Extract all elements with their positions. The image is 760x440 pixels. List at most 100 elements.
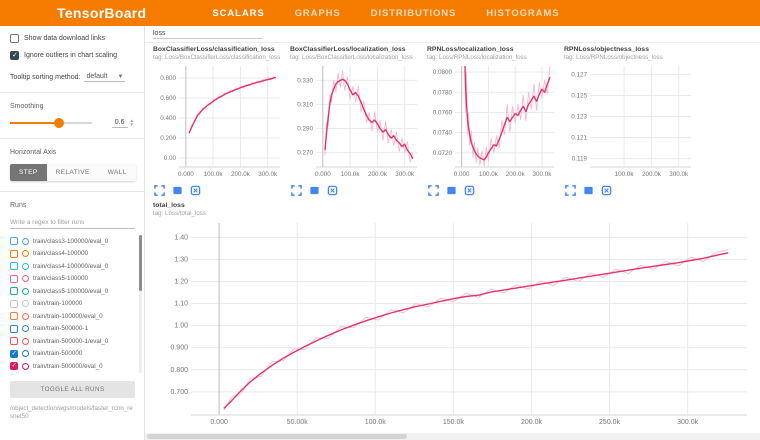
axis-relative-button[interactable]: RELATIVE: [46, 164, 99, 181]
run-name: train/class5-100000: [33, 275, 88, 283]
show-download-links-row[interactable]: Show data download links: [10, 34, 134, 43]
runs-scrollbar-thumb[interactable]: [139, 235, 142, 291]
fullscreen-icon[interactable]: [564, 184, 577, 197]
objectness-loss-chart[interactable]: 0.119 0.121 0.123 0.125 0.127 100.0k 200.0k 300…: [564, 62, 694, 181]
spinner-arrows-icon[interactable]: ▲ ▼: [129, 118, 134, 127]
box-localization-loss-chart[interactable]: 0.270 0.290 0.310 0.330 0.000 100.0k 200.0k 300…: [290, 62, 420, 181]
run-checkbox[interactable]: [10, 287, 18, 296]
horizontal-scrollbar[interactable]: [145, 433, 760, 440]
run-checkbox[interactable]: [10, 262, 18, 271]
pin-card-icon[interactable]: [326, 184, 339, 197]
svg-text:0.290: 0.290: [297, 126, 313, 133]
run-isolate-icon[interactable]: [22, 312, 29, 320]
run-list-item[interactable]: train/class4-100000: [10, 248, 136, 261]
svg-text:100.0k: 100.0k: [341, 171, 361, 178]
run-isolate-icon[interactable]: [22, 350, 29, 358]
pin-card-icon[interactable]: [463, 184, 476, 197]
svg-text:0.000: 0.000: [178, 171, 194, 178]
run-isolate-icon[interactable]: [22, 325, 29, 333]
run-name: train/class3-100000/eval_0: [33, 237, 109, 245]
run-checkbox[interactable]: [10, 237, 18, 246]
fullscreen-icon[interactable]: [290, 184, 303, 197]
smoothing-slider[interactable]: [10, 118, 92, 128]
ignore-outliers-row[interactable]: Ignore outliers in chart scaling: [10, 51, 134, 60]
run-checkbox[interactable]: [10, 362, 18, 371]
fullscreen-icon[interactable]: [153, 184, 166, 197]
run-isolate-icon[interactable]: [22, 337, 29, 345]
run-isolate-icon[interactable]: [22, 287, 29, 295]
svg-text:1.10: 1.10: [174, 301, 188, 308]
run-isolate-icon[interactable]: [22, 237, 29, 245]
run-checkbox[interactable]: [10, 274, 18, 283]
tab-histograms[interactable]: HISTOGRAMS: [486, 7, 560, 19]
run-checkbox[interactable]: [10, 337, 18, 346]
svg-text:200.0k: 200.0k: [231, 171, 251, 178]
pin-card-icon[interactable]: [189, 184, 202, 197]
fullscreen-icon[interactable]: [427, 184, 440, 197]
log-scale-icon[interactable]: [308, 184, 321, 197]
tag-filter-input[interactable]: [153, 29, 263, 39]
axis-step-button[interactable]: STEP: [10, 164, 47, 181]
chevron-down-icon: ▼: [117, 73, 124, 80]
chart-title: BoxClassifierLoss/classification_loss: [153, 46, 275, 53]
run-checkbox[interactable]: [10, 249, 18, 258]
classification-loss-chart[interactable]: 0.00 0.200 0.400 0.600 0.800 0.000 100.0k 200.0…: [153, 62, 283, 181]
run-list-item[interactable]: train/train-500000: [10, 348, 136, 361]
run-list-item[interactable]: train/class3-100000/eval_0: [10, 235, 136, 248]
svg-text:0.400: 0.400: [160, 115, 176, 122]
run-isolate-icon[interactable]: [22, 300, 29, 308]
run-isolate-icon[interactable]: [22, 362, 29, 370]
run-list-item[interactable]: train/class5-100000/eval_0: [10, 285, 136, 298]
run-list-item[interactable]: train/class5-100000: [10, 273, 136, 286]
smoothing-value[interactable]: 0.6: [111, 119, 128, 128]
log-scale-icon[interactable]: [445, 184, 458, 197]
runs-label: Runs: [10, 202, 27, 209]
run-list-item[interactable]: train/train-100000: [10, 298, 136, 311]
small-charts-row: BoxClassifierLoss/classification_loss ta…: [153, 46, 760, 197]
run-checkbox[interactable]: [10, 312, 18, 321]
run-isolate-icon[interactable]: [22, 275, 29, 283]
svg-text:0.0780: 0.0780: [433, 89, 453, 96]
tab-distributions[interactable]: DISTRIBUTIONS: [370, 7, 457, 19]
svg-text:200.0k: 200.0k: [642, 171, 662, 178]
svg-text:100.0k: 100.0k: [615, 171, 635, 178]
horizontal-scrollbar-thumb[interactable]: [147, 434, 407, 439]
svg-text:300.0k: 300.0k: [258, 171, 278, 178]
svg-text:0.119: 0.119: [572, 156, 588, 163]
ignore-outliers-checkbox[interactable]: [10, 51, 19, 60]
toggle-all-runs-button[interactable]: TOGGLE ALL RUNS: [10, 381, 135, 398]
rpn-localization-loss-chart[interactable]: 0.0720 0.0740 0.0760 0.0780 0.0800 0.000 100.0…: [427, 62, 557, 181]
run-list-item[interactable]: train/class4-100000/eval_0: [10, 260, 136, 273]
horizontal-axis-label: Horizontal Axis: [10, 149, 57, 156]
show-download-links-checkbox[interactable]: [10, 34, 19, 43]
axis-wall-button[interactable]: WALL: [98, 164, 136, 181]
tooltip-sort-label: Tooltip sorting method:: [10, 73, 81, 81]
svg-text:300.0k: 300.0k: [677, 419, 699, 426]
chart-tag: tag: Loss/total_loss: [153, 210, 206, 217]
svg-text:150.0k: 150.0k: [443, 419, 465, 426]
runs-scrollbar[interactable]: [139, 235, 142, 373]
chart-toolbar: [427, 183, 557, 197]
run-list-item[interactable]: train/train-100000/eval_0: [10, 310, 136, 323]
tooltip-sort-dropdown[interactable]: default ▼: [84, 72, 126, 82]
slider-knob[interactable]: [54, 118, 65, 128]
run-list-item[interactable]: train/train-500000-1/eval_0: [10, 335, 136, 348]
tab-scalars[interactable]: SCALARS: [212, 7, 265, 19]
run-isolate-icon[interactable]: [22, 262, 29, 270]
chart-tag: tag: Loss/RPNLoss/localization_loss: [427, 54, 527, 61]
run-name: train/class4-100000/eval_0: [33, 262, 109, 270]
pin-card-icon[interactable]: [600, 184, 613, 197]
run-list-item[interactable]: train/train-500000/eval_0: [10, 360, 136, 373]
run-isolate-icon[interactable]: [22, 250, 29, 258]
total-loss-chart[interactable]: 0.700 0.800 0.900 1.00 1.10 1.20 1.30 1.40 0.000…: [153, 218, 753, 430]
nav-tabs: SCALARS GRAPHS DISTRIBUTIONS HISTOGRAMS: [212, 8, 559, 19]
runs-regex-input[interactable]: [10, 217, 135, 229]
run-checkbox[interactable]: [10, 299, 18, 308]
log-scale-icon[interactable]: [171, 184, 184, 197]
log-scale-icon[interactable]: [582, 184, 595, 197]
run-list-item[interactable]: train/train-500000-1: [10, 323, 136, 336]
tab-graphs[interactable]: GRAPHS: [294, 7, 341, 19]
run-name: train/train-500000-1/eval_0: [33, 337, 109, 345]
run-checkbox[interactable]: [10, 349, 18, 358]
run-checkbox[interactable]: [10, 324, 18, 333]
